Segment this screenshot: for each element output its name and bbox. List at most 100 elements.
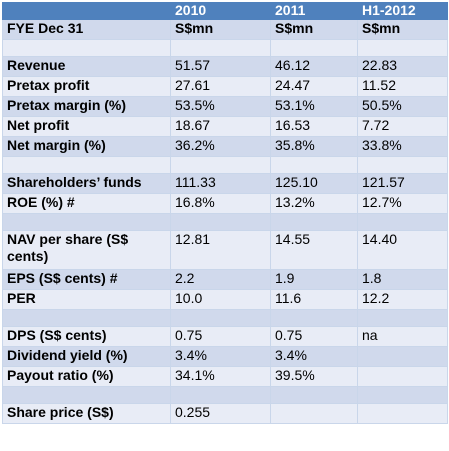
financial-summary-table: 2010 2011 H1-2012 FYE Dec 31 S$mn S$mn S$mn… bbox=[2, 2, 448, 424]
value-h1-2012 bbox=[357, 403, 448, 424]
value-h1-2012 bbox=[357, 386, 448, 404]
value-2011: 0.75 bbox=[270, 326, 358, 347]
value-2010: 51.57 bbox=[170, 56, 271, 77]
financial-summary: 2010 2011 H1-2012 FYE Dec 31 S$mn S$mn S$mn… bbox=[2, 2, 448, 424]
row-label: FYE Dec 31 bbox=[2, 19, 171, 40]
value-2010: 10.0 bbox=[170, 289, 271, 310]
value-h1-2012: 22.83 bbox=[357, 56, 448, 77]
table-row: DPS (S$ cents) 0.75 0.75 na bbox=[2, 326, 448, 347]
table-row: ROE (%) #16.8% 13.2% 12.7% bbox=[2, 193, 448, 214]
value-h1-2012 bbox=[357, 366, 448, 387]
value-2010: 34.1% bbox=[170, 366, 271, 387]
value-h1-2012: S$mn bbox=[357, 19, 448, 40]
value-h1-2012: 12.7% bbox=[357, 193, 448, 214]
row-label: Pretax margin (%) bbox=[2, 96, 171, 117]
spacer-row bbox=[2, 39, 448, 57]
table-row: Revenue 51.57 46.12 22.83 bbox=[2, 56, 448, 77]
value-h1-2012: 1.8 bbox=[357, 269, 448, 290]
value-2010 bbox=[170, 386, 271, 404]
table-header-row: 2010 2011 H1-2012 bbox=[2, 2, 448, 20]
row-label: Dividend yield (%) bbox=[2, 346, 171, 367]
row-label bbox=[2, 386, 171, 404]
value-2010: 0.255 bbox=[170, 403, 271, 424]
row-label: Pretax profit bbox=[2, 76, 171, 97]
row-label: Share price (S$) bbox=[2, 403, 171, 424]
value-2010: 0.75 bbox=[170, 326, 271, 347]
value-2011 bbox=[270, 309, 358, 327]
table-row: Shareholders’ funds 111.33 125.10 121.57 bbox=[2, 173, 448, 194]
value-h1-2012: na bbox=[357, 326, 448, 347]
row-label: Net margin (%) bbox=[2, 136, 171, 157]
value-2010: 2.2 bbox=[170, 269, 271, 290]
value-h1-2012 bbox=[357, 39, 448, 57]
header-cell-2010: 2010 bbox=[170, 2, 271, 20]
header-cell-label bbox=[2, 2, 171, 20]
value-h1-2012: 12.2 bbox=[357, 289, 448, 310]
value-h1-2012 bbox=[357, 309, 448, 327]
value-h1-2012 bbox=[357, 346, 448, 367]
value-2011: 11.6 bbox=[270, 289, 358, 310]
value-h1-2012: 50.5% bbox=[357, 96, 448, 117]
table-row: Net profit 18.67 16.53 7.72 bbox=[2, 116, 448, 137]
value-h1-2012: 14.40 bbox=[357, 230, 448, 270]
value-h1-2012 bbox=[357, 156, 448, 174]
value-2011: 16.53 bbox=[270, 116, 358, 137]
header-cell-h1-2012: H1-2012 bbox=[357, 2, 448, 20]
value-2011: 39.5% bbox=[270, 366, 358, 387]
value-2010 bbox=[170, 213, 271, 231]
value-2010 bbox=[170, 156, 271, 174]
row-label: Payout ratio (%) bbox=[2, 366, 171, 387]
row-label bbox=[2, 39, 171, 57]
value-2011 bbox=[270, 403, 358, 424]
value-2011: 125.10 bbox=[270, 173, 358, 194]
table-row: Payout ratio (%) 34.1% 39.5% bbox=[2, 366, 448, 387]
row-label bbox=[2, 213, 171, 231]
table-row: NAV per share (S$ cents) 12.81 14.55 14.40 bbox=[2, 230, 448, 270]
value-2011: 53.1% bbox=[270, 96, 358, 117]
value-2010: 53.5% bbox=[170, 96, 271, 117]
value-2010: 111.33 bbox=[170, 173, 271, 194]
value-2010 bbox=[170, 309, 271, 327]
value-2011: S$mn bbox=[270, 19, 358, 40]
value-h1-2012: 33.8% bbox=[357, 136, 448, 157]
value-2011: 3.4% bbox=[270, 346, 358, 367]
value-h1-2012 bbox=[357, 213, 448, 231]
value-2011: 24.47 bbox=[270, 76, 358, 97]
value-2011: 46.12 bbox=[270, 56, 358, 77]
value-2010: S$mn bbox=[170, 19, 271, 40]
value-h1-2012: 11.52 bbox=[357, 76, 448, 97]
spacer-row bbox=[2, 386, 448, 404]
row-label: Revenue bbox=[2, 56, 171, 77]
table-row: Pretax margin (%) 53.5% 53.1% 50.5% bbox=[2, 96, 448, 117]
row-label: ROE (%) # bbox=[2, 193, 171, 214]
header-cell-2011: 2011 bbox=[270, 2, 358, 20]
value-2010: 27.61 bbox=[170, 76, 271, 97]
table-row: Share price (S$) 0.255 bbox=[2, 403, 448, 424]
value-2011 bbox=[270, 39, 358, 57]
value-2011: 35.8% bbox=[270, 136, 358, 157]
row-label: Net profit bbox=[2, 116, 171, 137]
row-label: EPS (S$ cents) # bbox=[2, 269, 171, 290]
spacer-row bbox=[2, 213, 448, 231]
row-label: DPS (S$ cents) bbox=[2, 326, 171, 347]
table-row: Net margin (%) 36.2% 35.8% 33.8% bbox=[2, 136, 448, 157]
value-2010: 16.8% bbox=[170, 193, 271, 214]
table-row: PER 10.0 11.6 12.2 bbox=[2, 289, 448, 310]
table-row: Dividend yield (%) 3.4% 3.4% bbox=[2, 346, 448, 367]
spacer-row bbox=[2, 156, 448, 174]
row-label: Shareholders’ funds bbox=[2, 173, 171, 194]
value-2010: 36.2% bbox=[170, 136, 271, 157]
value-2011: 14.55 bbox=[270, 230, 358, 270]
value-h1-2012: 121.57 bbox=[357, 173, 448, 194]
value-2011 bbox=[270, 156, 358, 174]
value-2011: 13.2% bbox=[270, 193, 358, 214]
row-label bbox=[2, 156, 171, 174]
value-2011: 1.9 bbox=[270, 269, 358, 290]
value-h1-2012: 7.72 bbox=[357, 116, 448, 137]
row-label: PER bbox=[2, 289, 171, 310]
value-2010: 12.81 bbox=[170, 230, 271, 270]
row-label bbox=[2, 309, 171, 327]
value-2010: 3.4% bbox=[170, 346, 271, 367]
value-2011 bbox=[270, 386, 358, 404]
table-row: Pretax profit 27.61 24.47 11.52 bbox=[2, 76, 448, 97]
